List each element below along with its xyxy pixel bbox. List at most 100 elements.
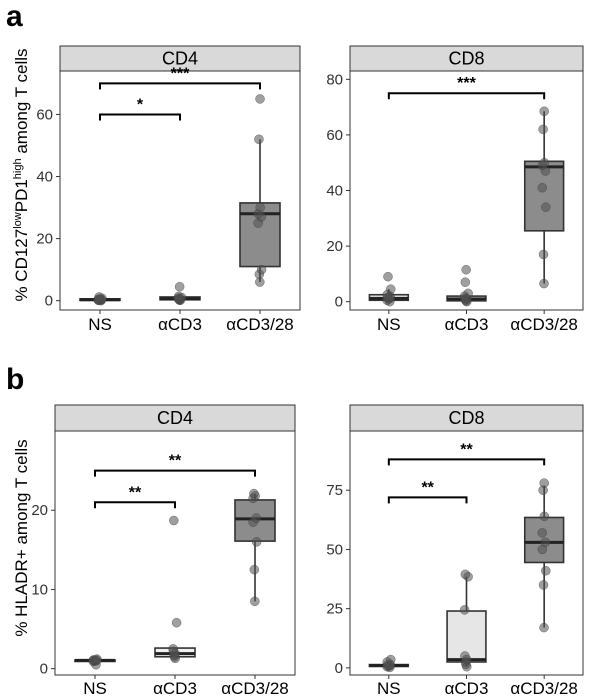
data-point: [537, 528, 548, 538]
data-point: [168, 644, 178, 654]
data-point: [169, 515, 179, 526]
y-label-a-sup2: high: [12, 158, 24, 179]
y-label-a-part2: PD1: [12, 179, 31, 212]
y-tick-label: 75: [326, 482, 343, 499]
data-point: [174, 291, 184, 302]
y-tick-label: 0: [45, 293, 53, 310]
x-tick-label: αCD3: [445, 315, 489, 334]
data-point: [255, 202, 265, 213]
x-tick-label: αCD3/28: [221, 679, 288, 698]
y-label-a-sup1: low: [12, 212, 24, 229]
y-tick-label: 50: [326, 541, 343, 558]
significance-bracket: [387, 92, 546, 100]
x-tick-label: αCD3/28: [510, 315, 577, 334]
facet-title: CD4: [157, 408, 193, 428]
chart-a-cd8: CD8 0 20 40 60 80 NS αCD3 αCD3/28 ***: [326, 45, 584, 334]
data-point: [541, 202, 551, 212]
data-point: [461, 264, 471, 275]
significance-bracket: [99, 113, 181, 121]
data-point: [539, 106, 549, 117]
data-point: [174, 281, 185, 292]
y-axis-label-b: % HLADR+ among T cells: [12, 439, 31, 636]
significance-bracket: [94, 469, 256, 477]
y-tick-label: 25: [326, 601, 343, 618]
x-tick-label: NS: [88, 315, 112, 334]
y-tick-label: 40: [36, 169, 53, 186]
y-tick-label: 20: [31, 502, 48, 519]
y-tick-label: 0: [335, 294, 343, 311]
x-tick-label: NS: [377, 679, 401, 698]
x-tick-label: αCD3/28: [226, 315, 293, 334]
y-tick-label: 40: [326, 183, 343, 200]
significance-bracket: [387, 458, 546, 466]
data-point: [540, 537, 551, 548]
data-point: [92, 654, 102, 664]
significance-label: ***: [457, 75, 476, 92]
data-point: [383, 271, 393, 282]
data-point: [538, 580, 549, 590]
y-tick-label: 10: [31, 581, 48, 598]
significance-bracket: [94, 501, 176, 509]
y-tick-label: 20: [326, 238, 343, 255]
y-axis-label-a: % CD127lowPD1high among T cells: [12, 48, 31, 301]
y-tick-label: 20: [36, 231, 53, 248]
data-point: [250, 596, 260, 607]
data-point: [254, 134, 264, 145]
facet-title: CD8: [448, 408, 484, 428]
y-tick-label: 0: [40, 661, 48, 678]
x-tick-label: NS: [377, 315, 401, 334]
significance-bracket: [387, 496, 468, 504]
x-tick-label: αCD3: [153, 679, 197, 698]
chart-b-cd4: CD4 0 10 20 NS αCD3 αCD3/28 ** **: [31, 404, 296, 698]
data-point: [385, 654, 396, 665]
panel-letter-a: a: [6, 0, 23, 33]
significance-label: ***: [171, 65, 190, 82]
data-point: [249, 488, 259, 499]
significance-label: **: [169, 453, 182, 470]
chart-b-cd8: CD8 0 25 50 75 NS αCD3 αCD3/28 ** **: [326, 404, 584, 698]
data-point: [256, 264, 267, 275]
data-point: [385, 284, 396, 294]
x-tick-label: NS: [83, 679, 107, 698]
data-point: [255, 94, 265, 104]
data-point: [539, 157, 550, 168]
data-point: [94, 292, 104, 302]
data-point: [463, 288, 473, 299]
facet-strip: [349, 404, 584, 432]
y-tick-label: 60: [326, 127, 343, 144]
significance-label: **: [129, 484, 142, 501]
data-point: [460, 651, 470, 661]
x-tick-label: αCD3: [445, 679, 489, 698]
data-point: [538, 249, 549, 260]
data-point: [171, 617, 182, 628]
facet-strip: [349, 45, 584, 72]
x-tick-label: αCD3: [158, 315, 202, 334]
data-point: [538, 124, 548, 135]
data-point: [539, 478, 549, 488]
y-label-a-part3: among T cells: [12, 48, 31, 158]
significance-bracket: [99, 82, 261, 90]
y-label-a-part1: % CD127: [12, 229, 31, 302]
facet-strip: [59, 45, 301, 72]
facet-title: CD4: [162, 49, 198, 69]
data-point: [537, 182, 548, 193]
data-point: [251, 537, 262, 547]
data-point: [539, 511, 550, 522]
data-point: [539, 622, 549, 633]
data-point: [459, 605, 470, 615]
facet-strip: [54, 404, 296, 432]
y-tick-label: 80: [326, 71, 343, 88]
y-tick-label: 60: [36, 106, 53, 123]
significance-label: **: [421, 479, 434, 496]
y-tick-label: 0: [335, 660, 343, 677]
data-point: [541, 566, 551, 576]
data-point: [251, 513, 261, 523]
significance-label: *: [137, 96, 144, 113]
data-point: [249, 564, 260, 575]
data-point: [460, 569, 471, 580]
significance-label: **: [460, 441, 473, 458]
facet-title: CD8: [448, 49, 484, 69]
panel-letter-b: b: [6, 363, 24, 396]
